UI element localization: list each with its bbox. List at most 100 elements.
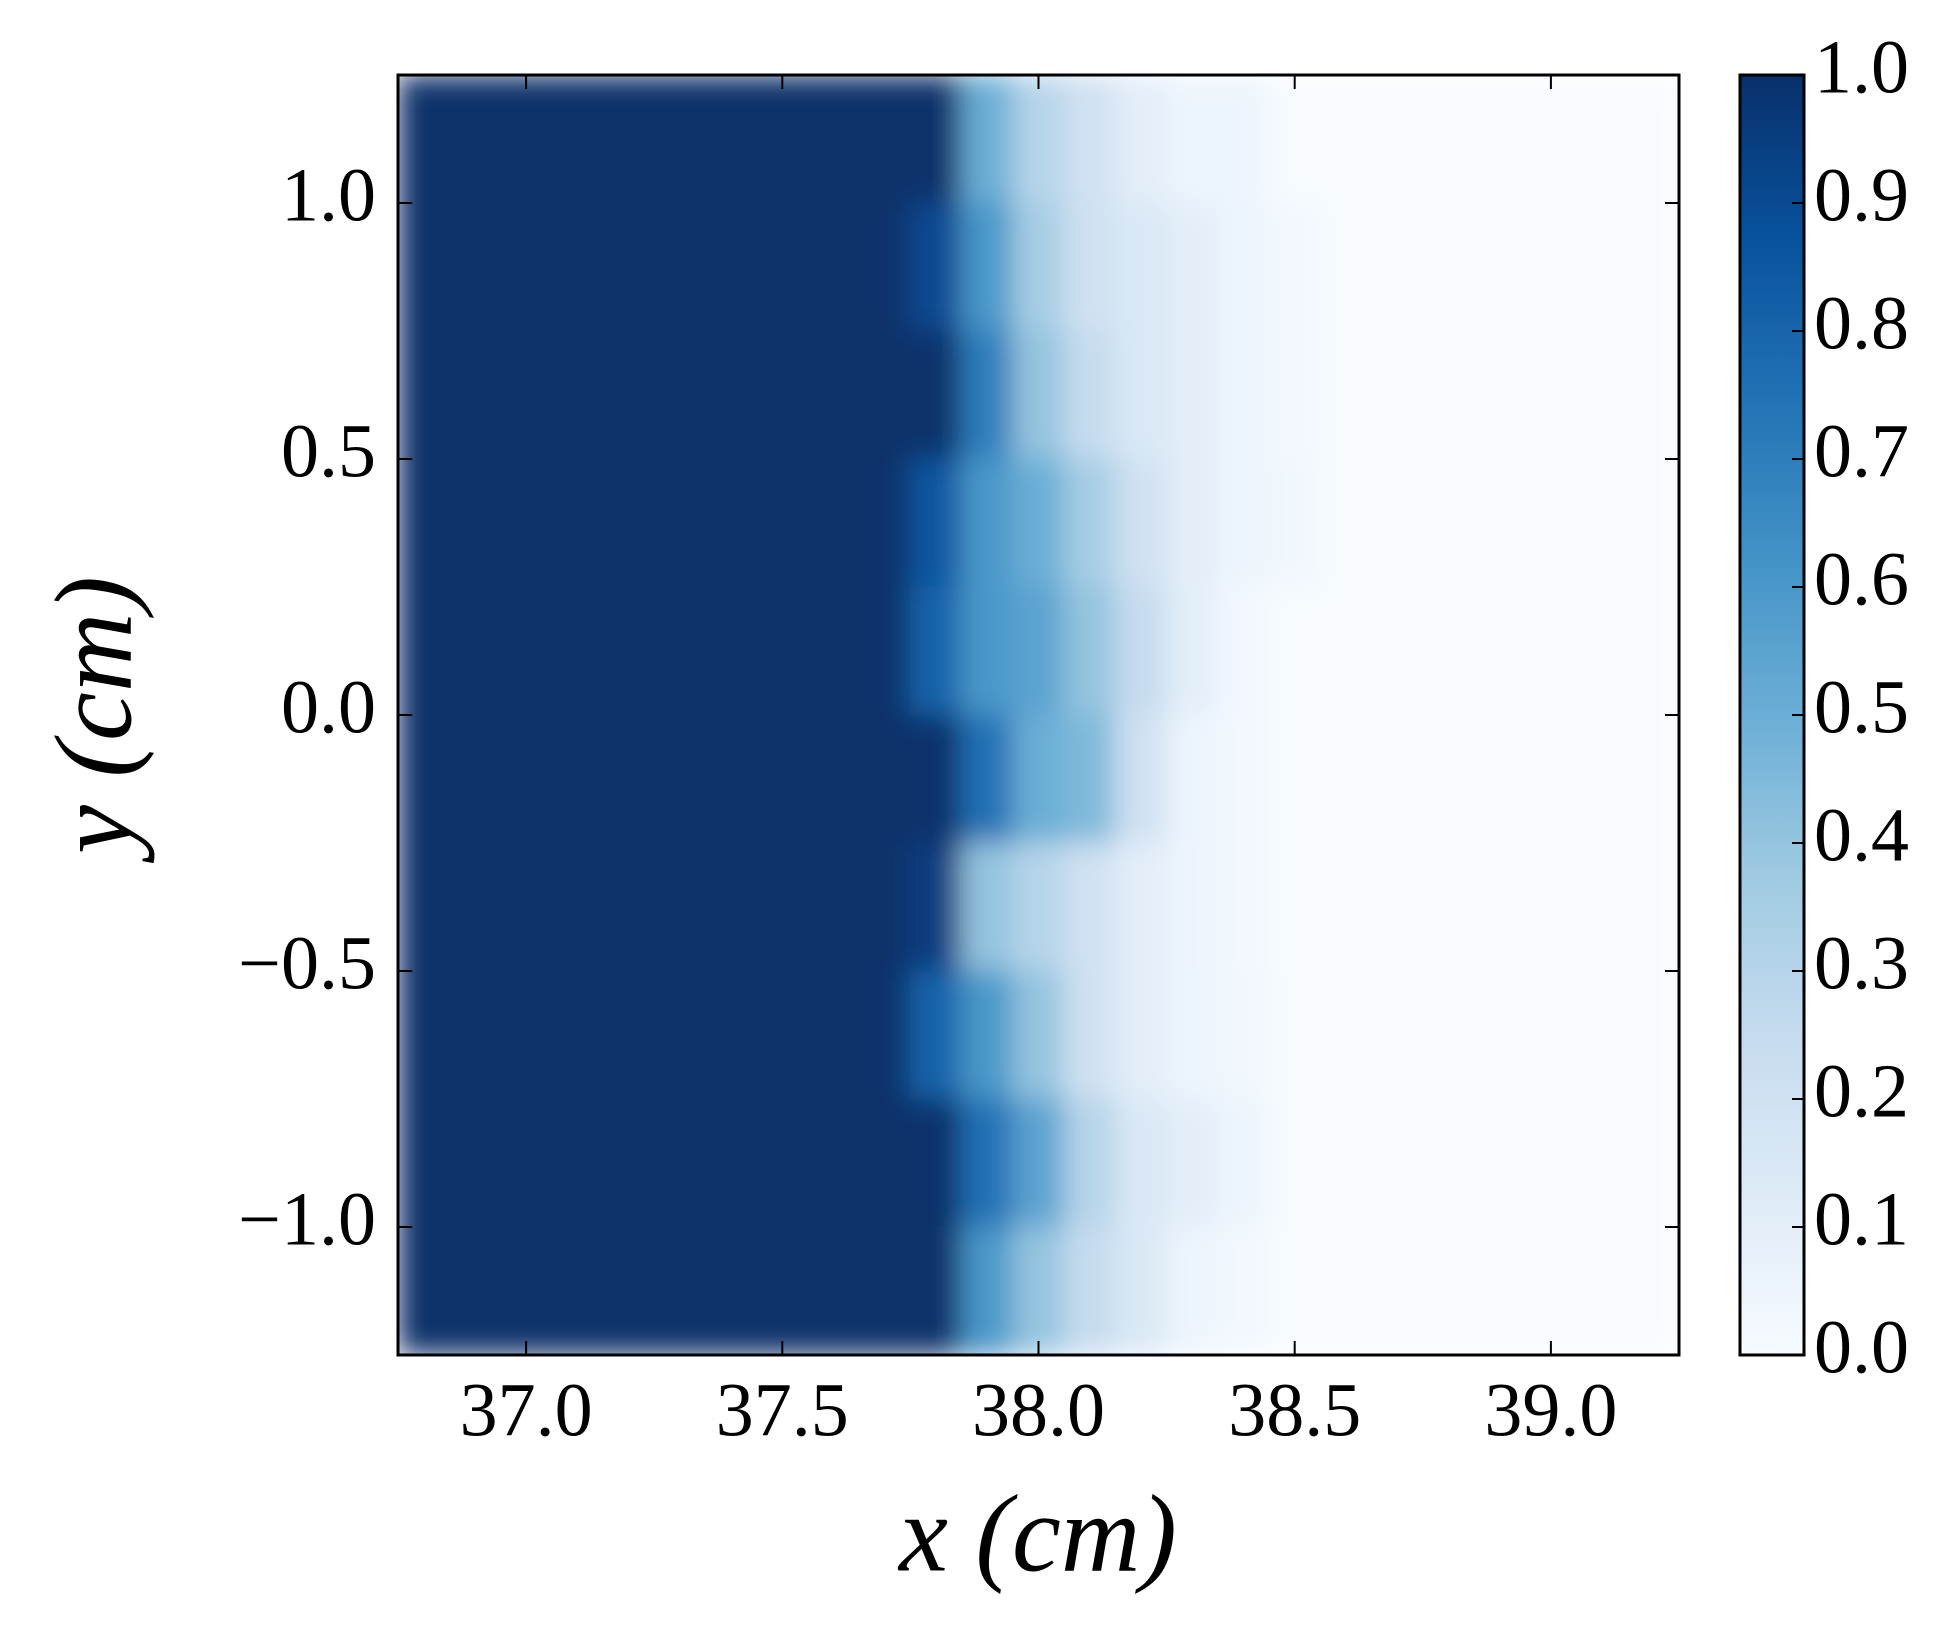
heat-cell: [1166, 202, 1219, 332]
heat-cell: [1217, 842, 1270, 972]
heat-cell: [551, 458, 604, 588]
heat-cell: [1012, 75, 1065, 204]
heat-cell: [1114, 714, 1168, 844]
heat-cell: [807, 75, 860, 204]
heat-cell: [756, 586, 809, 716]
heat-cell: [961, 970, 1014, 1100]
heat-cell: [1422, 970, 1475, 1100]
heat-cell: [1114, 1226, 1168, 1355]
colorbar-tick-label: 0.1: [1814, 1177, 1909, 1261]
x-axis-label: x (cm): [897, 1472, 1177, 1594]
heat-cell: [653, 330, 706, 460]
heat-cell: [1319, 586, 1373, 716]
heat-cell: [961, 1098, 1014, 1228]
heat-cell: [653, 586, 706, 716]
heat-cell: [1524, 75, 1578, 204]
heat-cell: [1524, 970, 1578, 1100]
heat-cell: [704, 970, 758, 1100]
heat-cell: [909, 970, 963, 1100]
heat-cell: [704, 714, 758, 844]
heat-cell: [1627, 458, 1679, 588]
heat-cell: [1422, 1226, 1475, 1355]
y-tick-label: 0.0: [281, 665, 376, 749]
colorbar-tick-label: 0.7: [1814, 409, 1909, 493]
heat-cell: [1217, 458, 1270, 588]
heat-cell: [398, 970, 450, 1100]
heat-cell: [1063, 842, 1116, 972]
heat-cell: [1166, 1226, 1219, 1355]
heat-cell: [961, 714, 1014, 844]
heat-cell: [551, 586, 604, 716]
heat-cell: [704, 586, 758, 716]
heat-cell: [704, 330, 758, 460]
heat-cell: [1422, 1098, 1475, 1228]
heat-cell: [1473, 970, 1526, 1100]
heat-cell: [1524, 586, 1578, 716]
heat-cell: [398, 458, 450, 588]
heat-cell: [448, 1226, 501, 1355]
heat-cell: [1217, 1098, 1270, 1228]
heat-cell: [1473, 714, 1526, 844]
heat-cell: [1166, 458, 1219, 588]
heat-cell: [1012, 714, 1065, 844]
heat-cell: [1114, 842, 1168, 972]
heat-cell: [551, 842, 604, 972]
heat-cell: [1268, 970, 1321, 1100]
heat-cell: [1268, 1226, 1321, 1355]
heat-cell: [1217, 202, 1270, 332]
heat-cell: [807, 1226, 860, 1355]
heat-cell: [1422, 714, 1475, 844]
heat-cell: [1268, 1098, 1321, 1228]
heat-cell: [807, 330, 860, 460]
x-tick-label: 38.0: [972, 1368, 1105, 1452]
heat-cell: [1114, 1098, 1168, 1228]
heat-cell: [704, 75, 758, 204]
heat-cell: [1371, 586, 1424, 716]
heat-cell: [1268, 458, 1321, 588]
heat-cell: [1371, 202, 1424, 332]
heat-cell: [1473, 1098, 1526, 1228]
heat-cell: [499, 1098, 553, 1228]
heat-cell: [961, 842, 1014, 972]
heat-cell: [602, 586, 655, 716]
heat-cell: [756, 1226, 809, 1355]
heat-cell: [1319, 714, 1373, 844]
heat-cell: [1319, 330, 1373, 460]
field-cells: [398, 75, 1679, 1355]
x-tick-label: 37.5: [716, 1368, 849, 1452]
heat-cell: [1268, 202, 1321, 332]
colorbar-tick-label: 0.8: [1814, 281, 1909, 365]
heat-cell: [756, 202, 809, 332]
heat-cell: [1473, 75, 1526, 204]
heat-cell: [756, 75, 809, 204]
heat-cell: [499, 202, 553, 332]
heat-cell: [909, 330, 963, 460]
heat-cell: [909, 842, 963, 972]
heat-cell: [961, 202, 1014, 332]
heat-cell: [1627, 330, 1679, 460]
heat-cell: [1166, 842, 1219, 972]
heat-cell: [1422, 842, 1475, 972]
heat-cell: [398, 1098, 450, 1228]
heat-cell: [1217, 970, 1270, 1100]
heat-cell: [1627, 1226, 1679, 1355]
heat-cell: [602, 714, 655, 844]
heat-cell: [858, 75, 911, 204]
heat-cell: [1319, 970, 1373, 1100]
heat-cell: [1012, 202, 1065, 332]
heat-cell: [909, 202, 963, 332]
heat-cell: [398, 842, 450, 972]
heat-cell: [1063, 714, 1116, 844]
heat-cell: [1422, 586, 1475, 716]
heat-cell: [909, 1226, 963, 1355]
heat-cell: [756, 970, 809, 1100]
heat-cell: [1012, 1226, 1065, 1355]
heat-cell: [1217, 75, 1270, 204]
heat-cell: [756, 842, 809, 972]
heat-cell: [448, 714, 501, 844]
heat-cell: [1166, 714, 1219, 844]
heat-cell: [499, 75, 553, 204]
field: [398, 75, 1679, 1355]
colorbar-tick-label: 1.0: [1814, 25, 1909, 109]
heat-cell: [653, 842, 706, 972]
